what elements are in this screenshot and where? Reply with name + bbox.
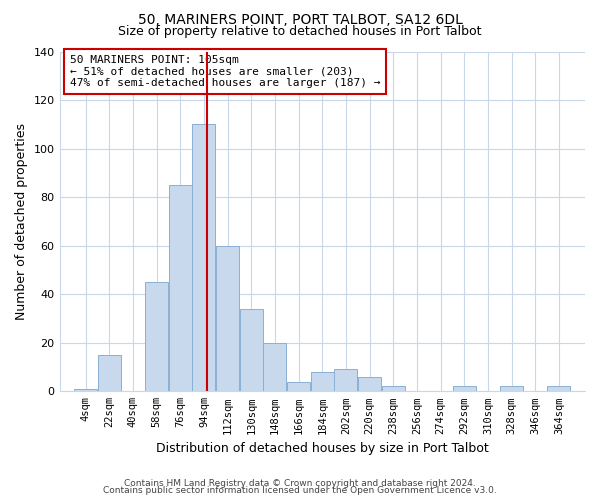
Bar — [74, 389, 97, 392]
Y-axis label: Number of detached properties: Number of detached properties — [15, 123, 28, 320]
Bar — [169, 185, 192, 392]
Text: 50 MARINERS POINT: 105sqm
← 51% of detached houses are smaller (203)
47% of semi: 50 MARINERS POINT: 105sqm ← 51% of detac… — [70, 55, 380, 88]
Bar — [287, 382, 310, 392]
Bar — [358, 376, 381, 392]
Bar — [240, 309, 263, 392]
Text: Size of property relative to detached houses in Port Talbot: Size of property relative to detached ho… — [118, 25, 482, 38]
Bar — [263, 343, 286, 392]
Bar — [547, 386, 571, 392]
Bar — [145, 282, 168, 392]
Bar — [382, 386, 405, 392]
Bar — [311, 372, 334, 392]
X-axis label: Distribution of detached houses by size in Port Talbot: Distribution of detached houses by size … — [156, 442, 488, 455]
Text: Contains public sector information licensed under the Open Government Licence v3: Contains public sector information licen… — [103, 486, 497, 495]
Bar — [500, 386, 523, 392]
Bar — [453, 386, 476, 392]
Text: Contains HM Land Registry data © Crown copyright and database right 2024.: Contains HM Land Registry data © Crown c… — [124, 478, 476, 488]
Bar — [98, 355, 121, 392]
Bar — [193, 124, 215, 392]
Bar — [216, 246, 239, 392]
Bar — [334, 370, 358, 392]
Text: 50, MARINERS POINT, PORT TALBOT, SA12 6DL: 50, MARINERS POINT, PORT TALBOT, SA12 6D… — [137, 12, 463, 26]
